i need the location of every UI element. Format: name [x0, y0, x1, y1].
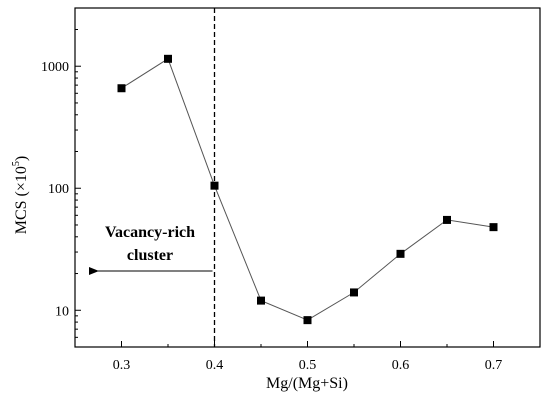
data-point: [117, 84, 126, 93]
data-point: [210, 181, 219, 190]
x-tick-label: 0.6: [392, 358, 410, 373]
series-line: [121, 58, 494, 321]
y-axis-label-close: ): [13, 156, 30, 161]
annotation-line2: cluster: [127, 247, 173, 264]
x-axis-label: Mg/(Mg+Si): [266, 375, 348, 392]
plot-frame: [74, 7, 541, 348]
data-point: [443, 215, 451, 224]
data-point: [164, 54, 172, 63]
y-tick-label: 10: [55, 304, 69, 319]
y-tick-label: 1000: [41, 60, 69, 75]
data-point: [350, 288, 358, 297]
data-point: [257, 296, 265, 305]
x-tick-label: 0.7: [485, 358, 503, 373]
x-tick-label: 0.3: [113, 358, 131, 373]
y-axis-label-main: MCS (×10: [13, 166, 30, 234]
y-tick-label: 100: [48, 182, 69, 197]
annotation-line1: Vacancy-rich: [105, 224, 195, 241]
y-axis-label-superscript: 5: [11, 161, 22, 166]
data-point: [489, 223, 498, 232]
data-point: [303, 316, 312, 325]
data-point: [396, 249, 405, 258]
x-tick-label: 0.4: [206, 358, 224, 373]
x-tick-label: 0.5: [299, 358, 317, 373]
y-axis-label: MCS (×105): [11, 156, 30, 234]
